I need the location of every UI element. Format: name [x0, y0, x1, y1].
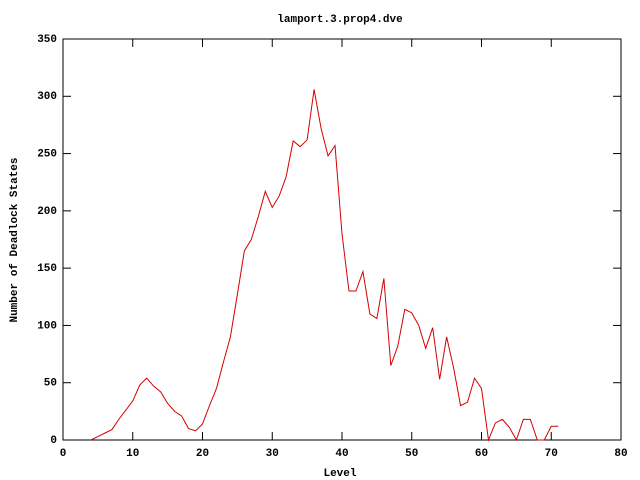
y-tick-label: 100	[37, 320, 57, 332]
y-tick-label: 300	[37, 91, 57, 103]
plot-border	[62, 38, 622, 441]
y-tick-label: 0	[50, 435, 57, 447]
x-axis-label: Level	[323, 468, 356, 480]
x-tick-label: 60	[475, 448, 488, 460]
x-tick-label: 80	[614, 448, 627, 460]
y-tick-label: 350	[37, 34, 57, 46]
x-tick-label: 20	[196, 448, 209, 460]
data-line	[90, 89, 559, 442]
chart-title: lamport.3.prop4.dve	[277, 14, 403, 26]
x-tick-label: 10	[126, 448, 139, 460]
x-tick-label: 40	[335, 448, 348, 460]
y-tick-label: 50	[44, 378, 57, 390]
x-tick-label: 0	[60, 448, 67, 460]
y-tick-label: 250	[37, 148, 57, 160]
y-tick-label: 150	[37, 263, 57, 275]
x-tick-label: 50	[405, 448, 418, 460]
x-tick-label: 70	[545, 448, 558, 460]
y-axis-label: Number of Deadlock States	[9, 157, 21, 322]
y-tick-label: 200	[37, 206, 57, 218]
x-tick-label: 30	[266, 448, 279, 460]
